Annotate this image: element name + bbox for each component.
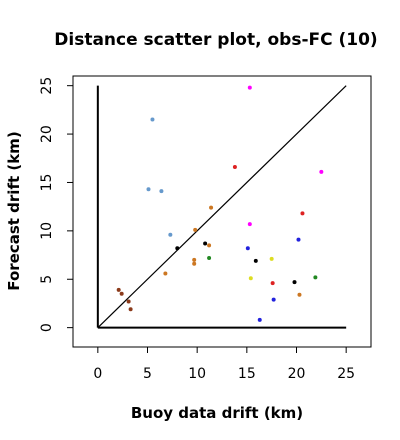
reference-lines xyxy=(96,85,347,329)
y-tick-label: 0 xyxy=(39,323,55,332)
data-point xyxy=(119,291,124,296)
y-tick-label: 5 xyxy=(39,275,55,284)
data-point xyxy=(192,261,197,266)
x-tick-label: 10 xyxy=(188,366,206,382)
data-point xyxy=(296,237,301,242)
data-point xyxy=(297,292,302,297)
data-point xyxy=(128,307,133,312)
data-point xyxy=(319,169,324,174)
x-axis: 0 5 10 15 20 25 xyxy=(93,347,355,382)
plot-frame xyxy=(72,75,372,348)
data-point xyxy=(248,276,253,281)
data-point xyxy=(207,255,212,260)
chart-title: Distance scatter plot, obs-FC (10) xyxy=(54,30,377,50)
data-point xyxy=(168,232,173,237)
data-point xyxy=(192,257,197,262)
data-point xyxy=(163,271,168,276)
data-point xyxy=(300,211,305,216)
data-point xyxy=(247,85,252,90)
y-tick-label: 20 xyxy=(39,125,55,143)
y-tick-label: 25 xyxy=(39,77,55,95)
data-point xyxy=(232,164,237,169)
x-tick-label: 0 xyxy=(93,366,102,382)
data-point xyxy=(269,256,274,261)
x-axis-title: Buoy data drift (km) xyxy=(131,404,303,422)
y-axis: 0 5 10 15 20 25 xyxy=(39,77,73,332)
data-points xyxy=(116,85,324,322)
y-axis-title: Forecast drift (km) xyxy=(5,131,23,290)
x-tick-label: 5 xyxy=(143,366,152,382)
data-point xyxy=(292,280,297,285)
data-point xyxy=(245,246,250,251)
data-point xyxy=(126,299,131,304)
y-tick-label: 15 xyxy=(39,174,55,192)
data-point xyxy=(207,243,212,248)
data-point xyxy=(150,117,155,122)
x-tick-label: 15 xyxy=(238,366,256,382)
data-point xyxy=(146,187,151,192)
data-point xyxy=(247,222,252,227)
data-point xyxy=(270,281,275,286)
data-point xyxy=(253,258,258,263)
data-point xyxy=(116,287,121,292)
x-tick-label: 20 xyxy=(288,366,306,382)
x-tick-label: 25 xyxy=(337,366,355,382)
data-point xyxy=(209,205,214,210)
data-point xyxy=(203,241,208,246)
data-point xyxy=(193,227,198,232)
y-tick-label: 10 xyxy=(39,222,55,240)
data-point xyxy=(175,246,180,251)
identity-line xyxy=(97,85,347,329)
data-point xyxy=(257,317,262,322)
data-point xyxy=(159,189,164,194)
data-point xyxy=(313,275,318,280)
data-point xyxy=(271,297,276,302)
